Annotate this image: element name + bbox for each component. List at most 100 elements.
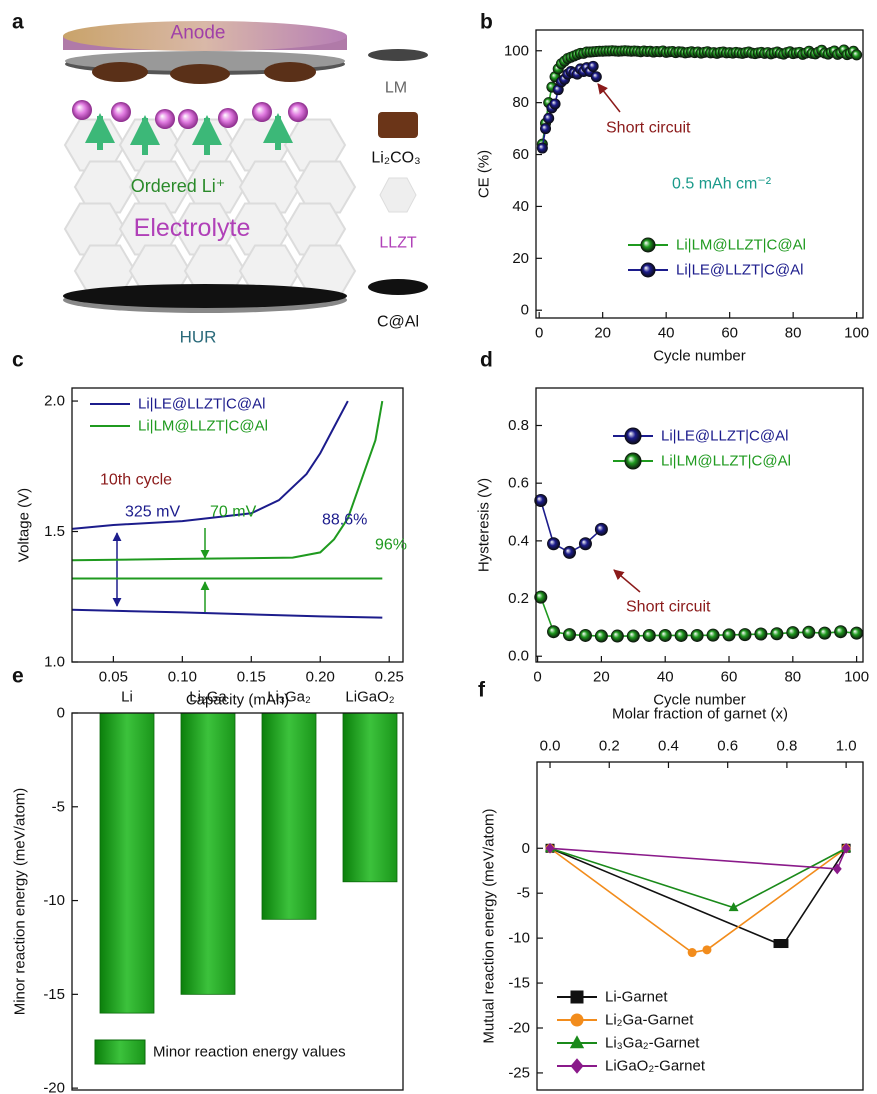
data-point <box>779 939 789 949</box>
plot-frame <box>71 387 404 663</box>
ordered-li-label: Ordered Li⁺ <box>131 176 226 196</box>
y-tick-label: 20 <box>512 250 529 267</box>
x-tick-label: 60 <box>721 669 738 686</box>
data-point <box>687 948 697 958</box>
data-point <box>569 1035 585 1049</box>
y-tick-label: 0.8 <box>508 417 529 434</box>
series-line <box>71 400 384 580</box>
data-point <box>850 626 864 640</box>
data-point <box>626 629 640 643</box>
y-tick-label: 0.0 <box>508 648 529 665</box>
data-point <box>536 142 548 154</box>
y-axis-title: Voltage (V) <box>16 488 33 562</box>
legend-label: LM <box>385 80 407 97</box>
data-point <box>851 49 863 61</box>
series-line <box>549 847 847 870</box>
y-tick-label: -15 <box>508 975 530 992</box>
data-point <box>570 1058 584 1074</box>
data-point <box>594 522 608 536</box>
x-tick-label: 60 <box>721 325 738 342</box>
annotation: Short circuit <box>626 599 711 616</box>
y-axis-title: Minor reaction energy (meV/atom) <box>12 788 29 1016</box>
plot-frame <box>535 387 864 663</box>
data-point <box>818 626 832 640</box>
series-line <box>549 847 847 909</box>
x-tick-label: 0.20 <box>306 669 335 686</box>
li-ion <box>218 108 238 128</box>
series-line <box>549 847 847 954</box>
legend-carbonate-icon <box>378 112 418 138</box>
plot-frame <box>535 29 864 319</box>
legend-label: Li|LM@LLZT|C@Al <box>661 453 791 470</box>
x-tick-label: 20 <box>593 669 610 686</box>
li-ion <box>178 109 198 129</box>
y-tick-label: -5 <box>517 885 530 902</box>
electrolyte-label: Electrolyte <box>134 214 251 242</box>
data-point <box>658 628 672 642</box>
x-tick-label: 100 <box>844 325 869 342</box>
y-tick-label: 1.0 <box>44 654 65 671</box>
bar <box>261 712 317 920</box>
x-tick-label: 80 <box>784 669 801 686</box>
y-axis-title: CE (%) <box>476 150 493 198</box>
data-point <box>702 945 712 955</box>
bar <box>180 712 236 995</box>
data-point <box>706 628 720 642</box>
y-tick-label: -20 <box>508 1019 530 1036</box>
y-tick-label: 0.4 <box>508 532 529 549</box>
x-tick-label: 0.05 <box>99 669 128 686</box>
bottom-disc <box>63 284 347 308</box>
y-tick-label: 40 <box>512 198 529 215</box>
y-tick-label: 2.0 <box>44 393 65 410</box>
data-point <box>738 628 752 642</box>
bar <box>342 712 398 883</box>
x-tick-label: 0.25 <box>375 669 404 686</box>
legend-label: Li₂CO₃ <box>371 150 420 167</box>
panel-letter: b <box>480 11 493 34</box>
x-tick-label: 20 <box>594 325 611 342</box>
y-tick-label: 0.2 <box>508 590 529 607</box>
hexagon <box>283 202 347 256</box>
data-point <box>728 902 739 912</box>
y-tick-label: 60 <box>512 146 529 163</box>
data-point <box>549 98 561 110</box>
li-ion <box>72 100 92 120</box>
legend-label: Li|LM@LLZT|C@Al <box>676 237 806 254</box>
legend-label: Li₃Ga₂-Garnet <box>605 1035 700 1052</box>
carbonate-blob <box>92 62 148 82</box>
annotation: 96% <box>375 537 407 554</box>
data-point <box>570 990 584 1004</box>
y-tick-label: 0 <box>57 705 65 722</box>
x-tick-label: 40 <box>657 669 674 686</box>
y-axis-title: Mutual reaction energy (meV/atom) <box>481 808 498 1043</box>
data-point <box>841 842 851 854</box>
data-point <box>832 863 842 875</box>
diagram-panel: a Anode Ordered Li⁺ Electrolyte HUR LM <box>12 11 428 347</box>
data-point <box>642 628 656 642</box>
data-point <box>786 626 800 640</box>
y-tick-label: -5 <box>52 798 65 815</box>
data-point <box>547 537 561 551</box>
data-point <box>834 625 848 639</box>
y-tick-label: 100 <box>504 42 529 59</box>
annotation: 0.5 mAh cm⁻² <box>672 176 772 193</box>
data-point <box>545 842 555 854</box>
li-ion <box>155 109 175 129</box>
series-line <box>71 400 383 619</box>
hur-label: HUR <box>180 328 217 347</box>
legend-label: Li|LE@LLZT|C@Al <box>138 396 265 413</box>
legend-label: Minor reaction energy values <box>153 1044 346 1061</box>
x-tick-label: 0 <box>535 325 543 342</box>
data-point <box>640 237 656 253</box>
data-point <box>624 427 642 445</box>
data-point <box>773 939 783 949</box>
anode-disc <box>63 21 347 51</box>
carbonate-blob <box>170 64 230 84</box>
x-tick-label: 100 <box>844 669 869 686</box>
panel-letter: d <box>480 349 493 372</box>
y-tick-label: -15 <box>43 986 65 1003</box>
legend-label: Li|LE@LLZT|C@Al <box>676 262 803 279</box>
y-tick-label: -20 <box>43 1080 65 1094</box>
y-tick-label: 1.5 <box>44 523 65 540</box>
